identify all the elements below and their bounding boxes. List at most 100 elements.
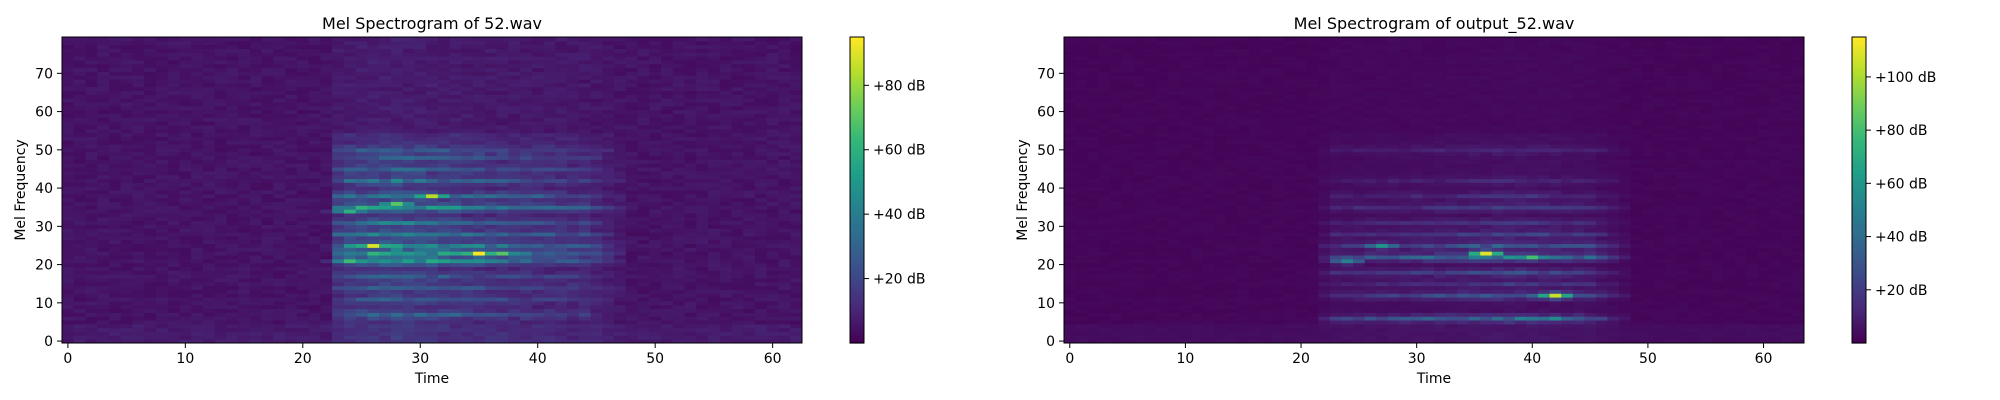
heatmap-cell xyxy=(684,182,697,187)
heatmap-cell xyxy=(625,235,639,241)
heatmap-cell xyxy=(543,220,556,225)
heatmap-cell xyxy=(590,67,603,72)
heatmap-cell xyxy=(743,335,756,340)
heatmap-cell xyxy=(614,243,627,248)
heatmap-cell xyxy=(120,102,133,107)
heatmap-cell xyxy=(214,239,227,245)
heatmap-cell xyxy=(578,243,592,248)
heatmap-cell xyxy=(261,121,274,126)
heatmap-cell xyxy=(202,277,216,283)
heatmap-cell xyxy=(637,167,650,172)
heatmap-cell xyxy=(778,331,791,336)
heatmap-cell xyxy=(97,327,110,333)
heatmap-cell xyxy=(179,255,192,260)
heatmap-cell xyxy=(249,147,263,153)
heatmap-cell xyxy=(719,170,733,176)
heatmap-cell xyxy=(226,312,239,317)
heatmap-cell xyxy=(308,339,321,344)
heatmap-cell xyxy=(590,151,603,157)
heatmap-cell xyxy=(343,124,357,130)
heatmap-cell xyxy=(672,48,686,53)
heatmap-cell xyxy=(649,289,662,294)
heatmap-cell xyxy=(226,48,239,53)
heatmap-cell xyxy=(778,201,791,206)
heatmap-cell xyxy=(367,155,380,160)
heatmap-cell xyxy=(202,289,216,294)
heatmap-cell xyxy=(167,304,180,310)
heatmap-cell xyxy=(614,339,627,344)
heatmap-cell xyxy=(719,40,733,46)
heatmap-cell xyxy=(191,224,204,229)
heatmap-cell xyxy=(273,193,286,199)
heatmap-cell xyxy=(97,186,110,191)
heatmap-cell xyxy=(355,82,368,88)
left-spectrogram-panel: Mel Spectrogram of 52.wav 0 10 20 30 40 50 60 … xyxy=(13,14,926,387)
heatmap-cell xyxy=(97,228,110,233)
heatmap-cell xyxy=(332,216,345,222)
heatmap-cell xyxy=(578,98,592,103)
heatmap-cell xyxy=(367,297,380,302)
heatmap-cell xyxy=(97,159,110,164)
heatmap-cell xyxy=(179,170,192,176)
heatmap-cell xyxy=(555,186,568,191)
heatmap-cell xyxy=(731,258,744,264)
heatmap-cell xyxy=(367,132,380,137)
heatmap-cell xyxy=(261,105,274,111)
heatmap-cell xyxy=(426,243,439,248)
heatmap-cell xyxy=(167,155,180,160)
heatmap-cell xyxy=(390,163,404,168)
heatmap-cell xyxy=(132,274,145,279)
heatmap-cell xyxy=(402,331,415,336)
heatmap-cell xyxy=(249,174,263,180)
heatmap-cell xyxy=(790,297,803,302)
heatmap-cell xyxy=(449,52,462,57)
heatmap-cell xyxy=(132,140,145,145)
heatmap-cell xyxy=(637,304,650,310)
heatmap-cell xyxy=(778,132,791,137)
heatmap-cell xyxy=(625,304,639,310)
heatmap-cell xyxy=(755,44,768,49)
heatmap-cell xyxy=(614,247,627,252)
heatmap-cell xyxy=(355,59,368,65)
heatmap-cell xyxy=(661,182,674,187)
heatmap-cell xyxy=(249,90,263,95)
heatmap-cell xyxy=(755,331,768,336)
heatmap-cell xyxy=(414,308,427,313)
heatmap-cell xyxy=(379,102,392,107)
heatmap-cell xyxy=(367,151,380,157)
heatmap-cell xyxy=(437,132,451,137)
heatmap-cell xyxy=(62,52,75,57)
heatmap-cell xyxy=(285,316,298,321)
heatmap-cell xyxy=(62,147,75,153)
heatmap-cell xyxy=(73,102,86,107)
heatmap-cell xyxy=(402,193,415,199)
heatmap-cell xyxy=(743,320,756,325)
heatmap-cell xyxy=(273,117,286,122)
heatmap-cell xyxy=(590,159,603,164)
heatmap-cell xyxy=(543,86,556,92)
heatmap-cell xyxy=(555,132,568,137)
heatmap-cell xyxy=(273,163,286,168)
heatmap-cell xyxy=(449,297,462,302)
heatmap-cell xyxy=(437,205,451,210)
heatmap-cell xyxy=(97,182,110,187)
heatmap-cell xyxy=(167,109,180,114)
heatmap-cell xyxy=(85,212,98,218)
heatmap-cell xyxy=(461,182,474,187)
heatmap-cell xyxy=(85,274,98,279)
heatmap-cell xyxy=(778,297,791,302)
heatmap-cell xyxy=(790,251,803,256)
heatmap-cell xyxy=(684,75,697,80)
heatmap-cell xyxy=(343,308,357,313)
heatmap-cell xyxy=(97,105,110,111)
heatmap-cell xyxy=(614,105,627,111)
heatmap-cell xyxy=(62,274,75,279)
heatmap-cell xyxy=(62,289,75,294)
heatmap-cell xyxy=(684,147,697,153)
heatmap-cell xyxy=(390,335,404,340)
heatmap-cell xyxy=(778,109,791,114)
heatmap-cell xyxy=(520,285,533,290)
heatmap-cell xyxy=(402,209,415,214)
heatmap-cell xyxy=(226,293,239,298)
heatmap-cell xyxy=(414,193,427,199)
